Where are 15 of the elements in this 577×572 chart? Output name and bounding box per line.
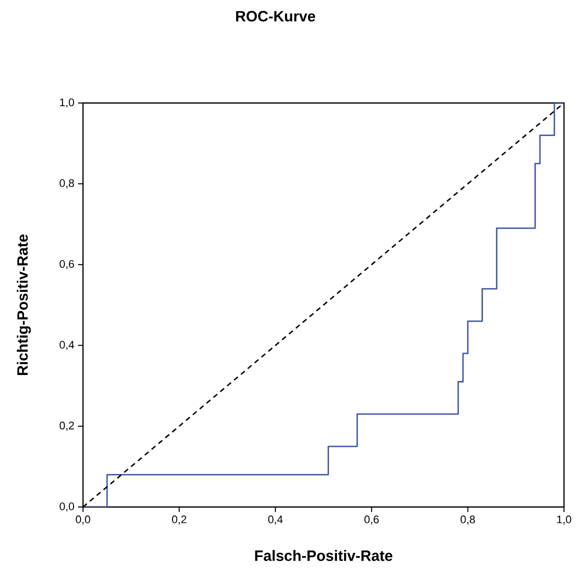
y-tick-label: 0,0	[60, 502, 74, 512]
x-axis-title: Falsch-Positiv-Rate	[255, 550, 392, 561]
y-axis-title: Richtig-Positiv-Rate	[16, 234, 31, 375]
y-tick-label: 0,2	[60, 422, 74, 431]
chart-title: ROC-Kurve	[236, 10, 316, 22]
x-tick-label: 0,4	[268, 516, 283, 525]
y-tick-label: 0,6	[60, 260, 74, 270]
y-tick-label: 0,4	[60, 340, 74, 350]
x-tick-label: 0,6	[364, 516, 379, 525]
y-tick-label: 0,8	[60, 179, 74, 188]
x-tick-label: 1,0	[557, 516, 572, 525]
y-tick-label: 1,0	[60, 98, 74, 108]
x-tick-label: 0,2	[172, 516, 186, 525]
x-tick-label: 0,0	[76, 516, 90, 525]
x-tick-label: 0,8	[460, 516, 475, 525]
